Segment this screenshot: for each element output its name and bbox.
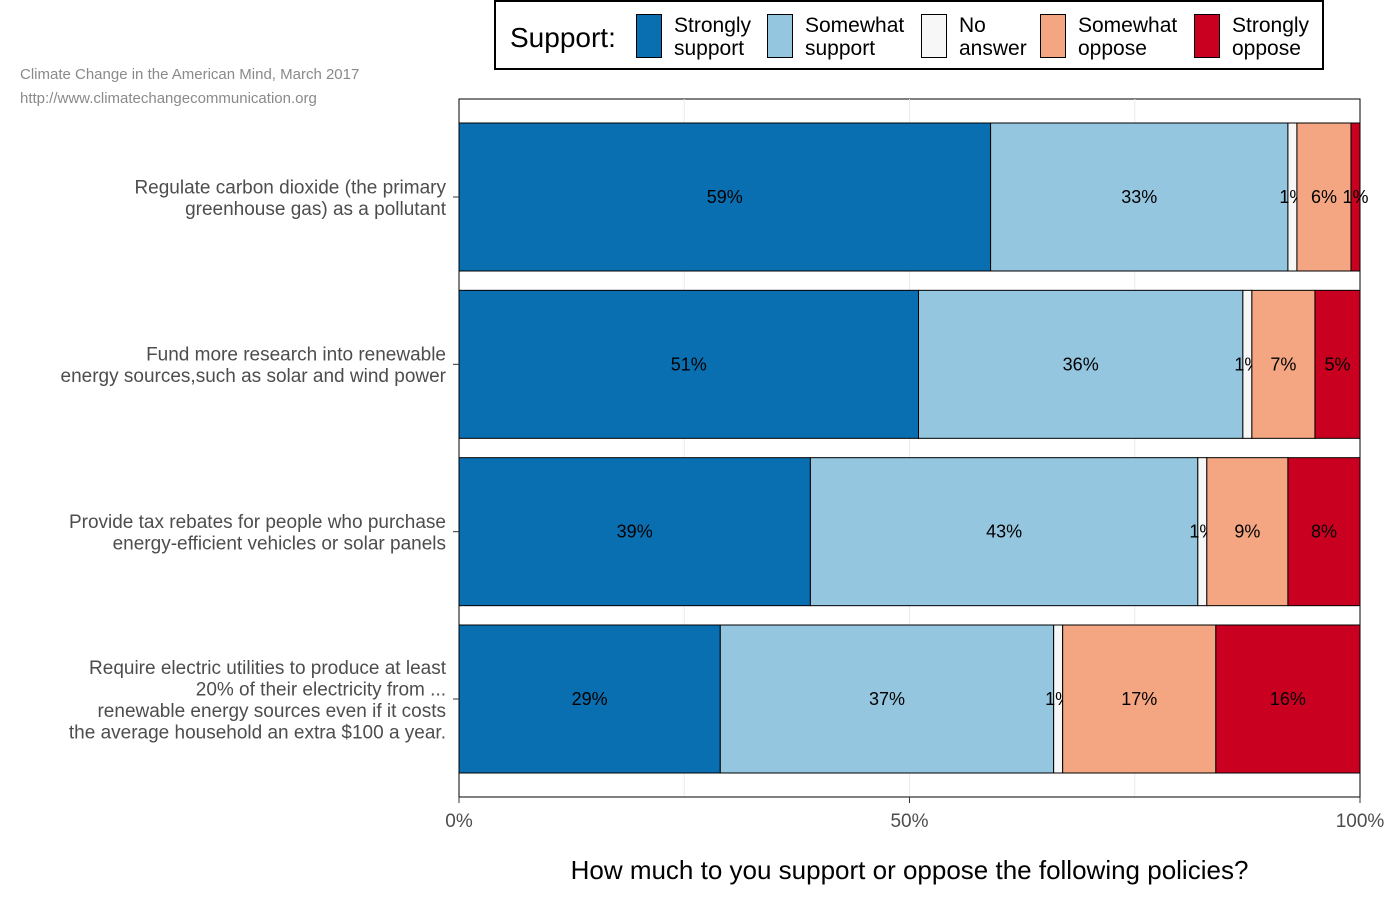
bar-segment bbox=[1350, 122, 1361, 272]
bar-segment bbox=[719, 624, 1055, 774]
legend-label: No answer bbox=[959, 14, 1027, 60]
data-label: 39% bbox=[617, 522, 653, 542]
data-label: 37% bbox=[869, 689, 905, 709]
legend-title: Support: bbox=[510, 22, 616, 53]
bar-segment bbox=[1296, 122, 1352, 272]
x-tick-label: 0% bbox=[445, 811, 473, 832]
data-label: 6% bbox=[1311, 187, 1337, 207]
bar-segment bbox=[918, 289, 1244, 439]
legend-label: Strongly support bbox=[674, 14, 752, 60]
bar-segment bbox=[990, 122, 1289, 272]
data-label: 1% bbox=[1342, 187, 1368, 207]
data-label: 59% bbox=[707, 187, 743, 207]
data-label: 5% bbox=[1324, 354, 1350, 374]
bar-segment bbox=[458, 457, 811, 607]
category-label: Fund more research into renewable energy … bbox=[61, 345, 447, 388]
data-label: 36% bbox=[1063, 354, 1099, 374]
data-label: 33% bbox=[1121, 187, 1157, 207]
data-label: 9% bbox=[1234, 522, 1260, 542]
legend: Support: Strongly support Somewhat suppo… bbox=[494, 0, 1324, 70]
legend-label: Somewhat support bbox=[805, 14, 905, 60]
legend-label: Somewhat oppose bbox=[1078, 14, 1178, 60]
x-axis-title: How much to you support or oppose the fo… bbox=[571, 855, 1249, 885]
bar-segment bbox=[1206, 457, 1289, 607]
bar-segment bbox=[1062, 624, 1217, 774]
category-label: Regulate carbon dioxide (the primary gree… bbox=[134, 177, 446, 220]
legend-label: Strongly oppose bbox=[1232, 14, 1310, 60]
legend-swatch bbox=[767, 14, 793, 58]
bar-segment bbox=[458, 289, 920, 439]
bar-segment bbox=[1215, 624, 1361, 774]
bar-segment bbox=[458, 122, 992, 272]
category-label: Require electric utilities to produce at… bbox=[69, 658, 447, 744]
bar-segment bbox=[1287, 457, 1361, 607]
data-label: 51% bbox=[671, 354, 707, 374]
source-title: Climate Change in the American Mind, Mar… bbox=[20, 66, 360, 83]
bar-segment bbox=[1314, 289, 1361, 439]
data-label: 8% bbox=[1311, 522, 1337, 542]
legend-swatch bbox=[921, 14, 947, 58]
source-url: http://www.climatechangecommunication.or… bbox=[20, 90, 317, 107]
x-tick-label: 100% bbox=[1336, 811, 1385, 832]
data-label: 17% bbox=[1121, 689, 1157, 709]
data-label: 29% bbox=[572, 689, 608, 709]
legend-swatch bbox=[1194, 14, 1220, 58]
data-label: 16% bbox=[1270, 689, 1306, 709]
bar-segment bbox=[458, 624, 721, 774]
legend-swatch bbox=[636, 14, 662, 58]
legend-swatch bbox=[1040, 14, 1066, 58]
bar-segment bbox=[1251, 289, 1316, 439]
bar-segment bbox=[809, 457, 1199, 607]
category-label: Provide tax rebates for people who purch… bbox=[69, 512, 446, 555]
x-tick-label: 50% bbox=[890, 811, 928, 832]
data-label: 7% bbox=[1270, 354, 1296, 374]
data-label: 43% bbox=[986, 522, 1022, 542]
